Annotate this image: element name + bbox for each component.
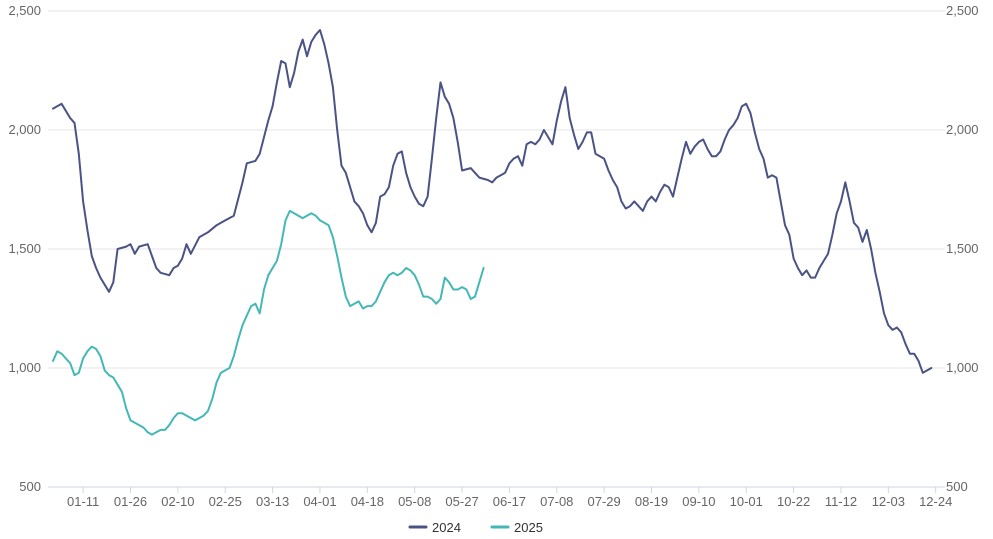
- x-tick-label: 02-25: [209, 494, 242, 509]
- x-tick-label: 05-27: [445, 494, 478, 509]
- y-tick-label-right: 2,500: [946, 3, 979, 18]
- x-tick-label: 05-08: [398, 494, 431, 509]
- x-tick-label: 04-01: [303, 494, 336, 509]
- y-tick-label-left: 1,000: [8, 360, 41, 375]
- series-lines: [52, 29, 933, 436]
- y-tick-label-left: 2,500: [8, 3, 41, 18]
- x-tick-label: 03-13: [256, 494, 289, 509]
- y-tick-label-left: 1,500: [8, 241, 41, 256]
- x-tick-label: 11-12: [825, 494, 857, 509]
- x-tick-label: 06-17: [493, 494, 526, 509]
- x-axis: 01-11 01-26 02-10 02-25 03-13 04-01 04-18 05-08…: [48, 486, 952, 509]
- y-tick-label-right: 1,500: [946, 241, 979, 256]
- legend-label[interactable]: 2025: [514, 520, 543, 535]
- y-tick-label-right: 1,000: [946, 360, 979, 375]
- x-tick-label: 12-03: [872, 494, 905, 509]
- grid-lines: [48, 10, 945, 369]
- x-tick-label: 10-01: [730, 494, 763, 509]
- x-tick-label: 07-29: [588, 494, 621, 509]
- x-tick-label: 01-11: [67, 494, 99, 509]
- series-line-2024: [52, 29, 933, 374]
- x-tick-label: 09-10: [682, 494, 715, 509]
- x-tick-label: 04-18: [351, 494, 384, 509]
- y-axis-right: 500 1,000 1,500 2,000 2,500: [946, 3, 979, 494]
- series-line-2025: [52, 209, 485, 436]
- y-tick-label-right: 500: [946, 479, 968, 494]
- y-tick-label-right: 2,000: [946, 122, 979, 137]
- legend: 2024 2025: [408, 520, 543, 535]
- y-axis-left: 500 1,000 1,500 2,000 2,500: [8, 3, 41, 494]
- x-tick-label: 08-19: [635, 494, 668, 509]
- x-tick-label: 10-22: [777, 494, 810, 509]
- x-tick-label: 07-08: [540, 494, 573, 509]
- legend-label[interactable]: 2024: [432, 520, 461, 535]
- y-tick-label-left: 2,000: [8, 122, 41, 137]
- x-tick-label: 12-24: [919, 494, 952, 509]
- y-tick-label-left: 500: [19, 479, 41, 494]
- x-tick-label: 02-10: [161, 494, 194, 509]
- x-tick-label: 01-26: [114, 494, 147, 509]
